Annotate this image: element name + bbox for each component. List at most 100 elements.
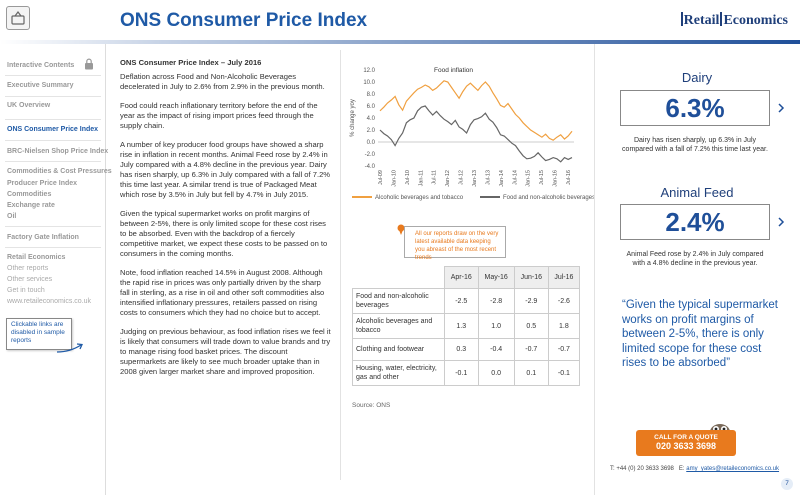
table-row: Food and non-alcoholic beverages -2.5 -2… — [352, 288, 581, 314]
header: ONS Consumer Price Index Retail Economics — [0, 0, 800, 42]
x-tick-label: Jan-10 — [391, 170, 397, 187]
row-label: Housing, water, electricity, gas and oth… — [352, 360, 445, 386]
column-header: Jun-16 — [513, 266, 549, 289]
table-cell: -0.7 — [513, 338, 549, 361]
sidebar-item[interactable]: ONS Consumer Price Index — [7, 126, 99, 133]
sidebar-item[interactable]: Oil — [7, 213, 17, 220]
table-source: Source: ONS — [352, 402, 391, 409]
legend-item: Alcoholic beverages and tobacco — [352, 195, 463, 201]
food-inflation-chart: Food inflation % change yoy 12.0 10.0 8.0 6.0… — [350, 67, 574, 187]
y-tick-label: 12.0 — [363, 68, 375, 74]
table-cell: 0.0 — [477, 360, 515, 386]
x-tick-label: Jan-15 — [526, 170, 532, 187]
table-cell: 1.3 — [444, 313, 479, 339]
series-line-1 — [379, 105, 573, 163]
footer-email-link[interactable]: amy_yates@retaileconomics.co.uk — [686, 466, 780, 472]
legend-swatch — [480, 196, 500, 199]
sidebar-item[interactable]: Producer Price Index — [7, 180, 78, 187]
x-tick-label: Jan-12 — [445, 170, 451, 187]
sidebar-divider — [5, 75, 101, 76]
call-for-quote-button[interactable]: CALL FOR A QUOTE 020 3633 3698 — [636, 430, 736, 456]
pin-icon — [397, 224, 405, 235]
sidebar-item[interactable]: Interactive Contents — [7, 62, 75, 69]
sidebar-item[interactable]: BRC-Nielsen Shop Price Index — [7, 148, 109, 155]
sidebar-item[interactable]: Factory Gate Inflation — [7, 234, 79, 241]
row-label: Clothing and footwear — [352, 338, 445, 361]
sidebar-item[interactable]: Retail Economics — [7, 254, 66, 261]
sidebar-item[interactable]: Executive Summary — [7, 82, 74, 89]
paragraph: Judging on previous behaviour, as food i… — [120, 327, 331, 376]
paragraph: Deflation across Food and Non-Alcoholic … — [120, 72, 325, 91]
animal-feed-title: Animal Feed — [660, 185, 734, 200]
sidebar-item[interactable]: Other reports — [7, 265, 49, 272]
x-tick-label: Jul-16 — [566, 170, 572, 185]
table-cell: -2.5 — [444, 288, 479, 314]
page-number: 7 — [781, 478, 793, 490]
chart-legend: Alcoholic beverages and tobacco Food and… — [352, 195, 595, 207]
sidebar-item[interactable]: Exchange rate — [7, 202, 55, 209]
home-button[interactable] — [6, 6, 30, 30]
animal-feed-value: 2.4% — [620, 204, 770, 240]
x-tick-label: Jan-14 — [499, 170, 505, 187]
y-tick-label: -2.0 — [365, 152, 376, 158]
table-cell: 0.1 — [513, 360, 549, 386]
pull-quote: “Given the typical supermarket works on … — [622, 299, 778, 369]
sidebar-divider — [5, 96, 101, 97]
column-divider — [340, 50, 341, 480]
y-tick-label: -4.0 — [365, 164, 376, 170]
table-row: Alcoholic beverages and tobacco 1.3 1.0 … — [352, 313, 581, 339]
paragraph: Note, food inflation reached 14.5% in Au… — [120, 268, 325, 317]
callout-highlight: All our reports draw on the very latest … — [415, 231, 499, 245]
column-header: May-16 — [477, 266, 515, 289]
lock-icon — [85, 58, 93, 70]
dairy-description: Dairy has risen sharply, up 6.3% in July… — [622, 137, 768, 153]
legend-swatch — [352, 196, 372, 199]
header-rule — [0, 40, 800, 44]
sidebar-divider — [5, 247, 101, 248]
column-header: Apr-16 — [444, 266, 479, 289]
sidebar-divider — [5, 140, 101, 141]
sample-notice: Clickable links are disabled in sample r… — [6, 318, 72, 350]
sidebar-item[interactable]: Other services — [7, 276, 53, 283]
table-cell: -2.8 — [477, 288, 515, 314]
sidebar-item[interactable]: www.retaileconomics.co.uk — [7, 298, 92, 305]
sidebar-item[interactable]: UK Overview — [7, 102, 51, 109]
x-tick-label: Jul-15 — [539, 170, 545, 185]
y-tick-label: 0.0 — [367, 140, 376, 146]
y-tick-label: 2.0 — [367, 128, 376, 134]
pointer-arrow-icon — [56, 343, 83, 353]
table-cell: -2.6 — [547, 288, 581, 314]
callout-box: All our reports draw on the very latest … — [404, 226, 506, 261]
table-header-row: Apr-16 May-16 Jun-16 Jul-16 — [352, 266, 581, 289]
chart-title: Food inflation — [434, 67, 473, 74]
callout-text: keeping you abreast of the most recent t… — [415, 239, 497, 261]
table-cell: 0.3 — [444, 338, 479, 361]
y-tick-label: 6.0 — [367, 104, 376, 110]
dairy-value: 6.3% — [620, 90, 770, 126]
table-cell: 1.0 — [477, 313, 515, 339]
sidebar: Interactive Contents Executive Summary UK … — [0, 44, 112, 495]
footer-contact: T: +44 (0) 20 3633 3698 E: amy_yates@ret… — [610, 466, 779, 472]
y-tick-label: 10.0 — [363, 80, 375, 86]
sidebar-item[interactable]: Get in touch — [7, 287, 45, 294]
sidebar-item[interactable]: Commodities — [7, 191, 52, 198]
sidebar-item[interactable]: Commodities & Cost Pressures — [7, 168, 112, 175]
retail-economics-logo: Retail Economics — [680, 12, 788, 29]
table-cell: 0.5 — [513, 313, 549, 339]
table-cell: -0.1 — [547, 360, 581, 386]
footer-email-label: E: — [678, 466, 685, 472]
x-tick-label: Jul-11 — [432, 170, 438, 185]
chevron-right-icon — [778, 217, 785, 227]
sidebar-divider — [5, 119, 101, 120]
x-tick-label: Jul-10 — [405, 170, 411, 185]
sidebar-divider — [5, 226, 101, 227]
table-row: Housing, water, electricity, gas and oth… — [352, 360, 581, 386]
basket-icon — [11, 11, 25, 25]
x-tick-label: Jan-13 — [472, 170, 478, 187]
dairy-title: Dairy — [681, 70, 713, 85]
chevron-right-icon — [778, 103, 785, 113]
row-label: Food and non-alcoholic beverages — [352, 288, 445, 314]
paragraph: Food could reach inflationary territory … — [120, 101, 318, 130]
y-axis-label: % change yoy — [350, 99, 356, 137]
table-cell: -0.7 — [547, 338, 581, 361]
